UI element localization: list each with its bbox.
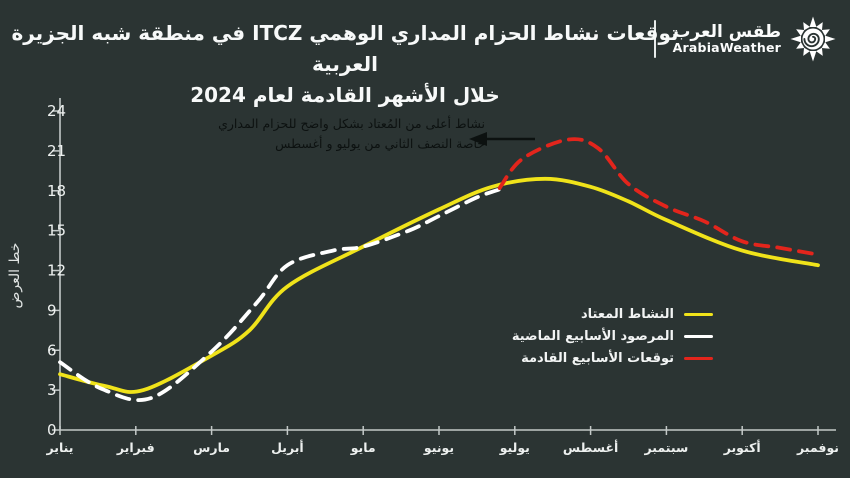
sun-ray bbox=[825, 35, 836, 43]
sun-ray bbox=[796, 29, 805, 36]
annotation-line-2: خاصة النصف الثاني من يوليو و أغسطس bbox=[275, 136, 485, 151]
sun-ray bbox=[796, 42, 805, 49]
sun-ray bbox=[816, 22, 823, 31]
y-tick-label: 3 bbox=[47, 381, 57, 399]
sun-ray bbox=[790, 35, 801, 43]
title-line-1: توقعات نشاط الحزام المداري الوهمي ITCZ ف… bbox=[11, 21, 679, 76]
x-tick-label: أبريل bbox=[271, 439, 304, 455]
y-tick-label: 0 bbox=[47, 421, 57, 439]
legend-row-0: النشاط المعتاد bbox=[512, 307, 713, 322]
legend-label-0: النشاط المعتاد bbox=[580, 307, 674, 322]
sun-ray bbox=[809, 51, 817, 62]
legend-label-1: المرصود الأسابيع الماضية bbox=[511, 329, 674, 344]
legend-swatch-0 bbox=[684, 312, 713, 317]
x-tick-label: مايو bbox=[350, 440, 376, 455]
brand-names: طقس العرب ArabiaWeather bbox=[673, 23, 781, 55]
sun-ray bbox=[821, 42, 830, 49]
sun-ray bbox=[816, 47, 823, 56]
legend-label-2: توقعات الأسابيع القادمة bbox=[521, 351, 674, 366]
series-line-2 bbox=[497, 137, 820, 257]
sun-ray bbox=[821, 29, 830, 36]
x-tick-label: أكتوبر bbox=[723, 439, 761, 455]
x-tick-label: يونيو bbox=[423, 440, 454, 455]
legend-swatch-2 bbox=[684, 356, 713, 361]
x-tick-label: أغسطس bbox=[563, 439, 618, 455]
legend-row-2: توقعات الأسابيع القادمة bbox=[512, 351, 713, 366]
arabiaweather-sun-icon bbox=[790, 16, 836, 62]
series-line-0 bbox=[58, 176, 820, 394]
title-line-2: خلال الأشهر القادمة لعام 2024 bbox=[190, 83, 500, 107]
series-line-1 bbox=[58, 186, 506, 403]
chart-legend: النشاط المعتاد المرصود الأسابيع الماضية تو… bbox=[512, 307, 713, 366]
brand-name-english: ArabiaWeather bbox=[672, 40, 781, 56]
x-tick-label: مارس bbox=[193, 440, 230, 455]
x-tick-label: يناير bbox=[46, 440, 74, 455]
y-tick-label: 24 bbox=[47, 102, 66, 120]
sun-ray bbox=[803, 47, 810, 56]
brand-name-arabic: طقس العرب bbox=[673, 21, 781, 42]
y-tick-label: 12 bbox=[47, 262, 66, 280]
y-tick-label: 21 bbox=[47, 142, 66, 160]
x-tick-label: نوفمبر bbox=[796, 440, 839, 455]
y-tick-label: 18 bbox=[47, 182, 66, 200]
legend-row-1: المرصود الأسابيع الماضية bbox=[512, 329, 713, 344]
annotation-line-1: نشاط أعلى من المُعتاد بشكل واضح للحزام ا… bbox=[218, 116, 485, 131]
y-tick-label: 9 bbox=[47, 301, 57, 319]
brand-title-divider bbox=[653, 20, 656, 58]
x-tick-label: فبراير bbox=[116, 440, 155, 455]
page-title: توقعات نشاط الحزام المداري الوهمي ITCZ ف… bbox=[10, 18, 680, 111]
chart-annotation: نشاط أعلى من المُعتاد بشكل واضح للحزام ا… bbox=[218, 114, 485, 154]
x-tick-label: سبتمبر bbox=[644, 440, 689, 455]
y-tick-label: 15 bbox=[47, 222, 66, 240]
annotation-arrow-head bbox=[469, 132, 487, 146]
sun-ray bbox=[803, 22, 810, 31]
y-tick-label: 6 bbox=[47, 341, 57, 359]
sun-ray bbox=[809, 16, 817, 27]
legend-swatch-1 bbox=[684, 334, 713, 339]
arabiaweather-logo: طقس العرب ArabiaWeather bbox=[653, 16, 836, 62]
x-tick-label: يوليو bbox=[499, 440, 530, 455]
y-axis-title: خط العرض bbox=[7, 243, 23, 309]
